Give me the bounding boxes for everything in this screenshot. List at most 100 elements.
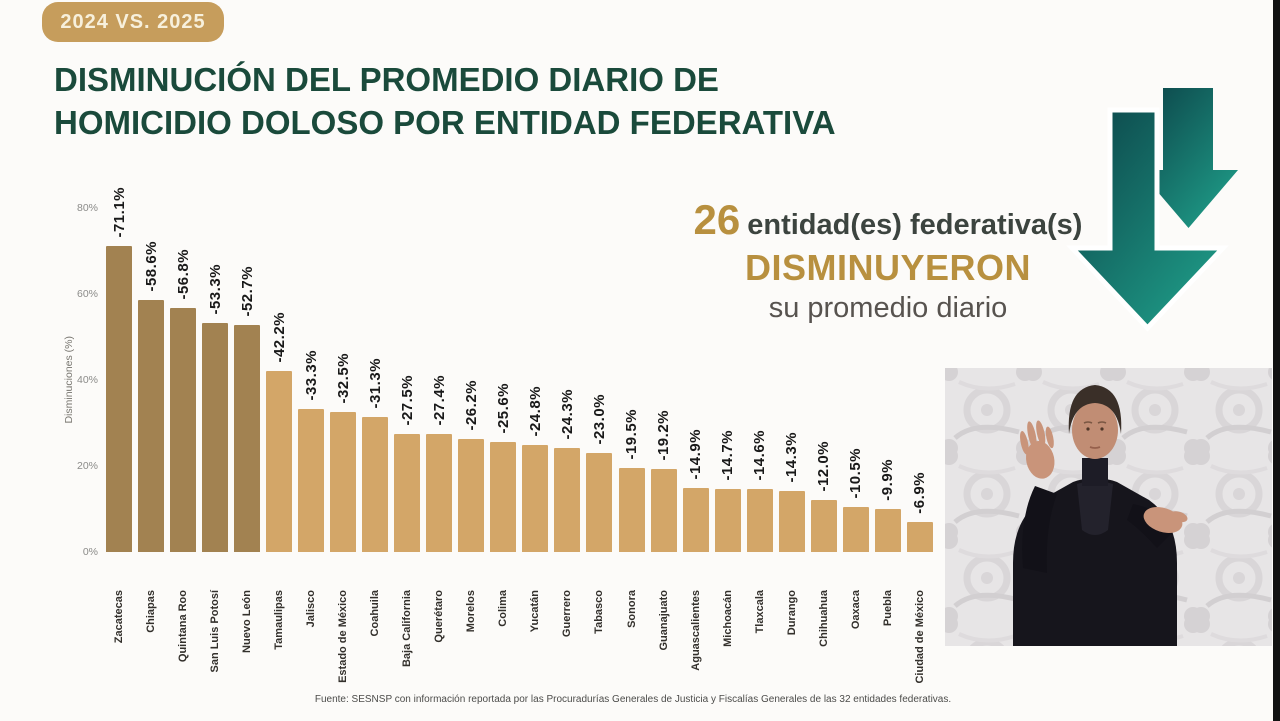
bar-value-label: -56.8% [174,249,192,300]
y-tick-label: 40% [76,374,98,386]
x-tick-label: Guerrero [561,590,574,638]
bar-value-label: -58.6% [142,241,160,292]
face [1072,401,1118,459]
x-tick-label: Colima [497,590,510,627]
bar-group: -24.8% Yucatán [522,208,549,632]
highlight-tail: su promedio diario [768,292,1008,324]
source-footnote: Fuente: SESNSP con información reportada… [314,694,952,705]
bar-group: -56.8% Quintana Roo [170,208,197,662]
bar-value-label: -14.9% [687,429,705,480]
x-tick-label: Michoacán [721,590,734,647]
bar [458,439,485,552]
y-tick-label: 60% [76,288,98,300]
bar-group: -14.3% Durango [778,208,805,635]
bar [554,448,581,552]
bar [394,434,421,552]
highlight-line-entities: 26 entidad(es) federativa(s) [688,196,1088,244]
bar [106,246,132,552]
bar-value-label: -19.5% [623,409,640,460]
x-tick-label: Jalisco [305,590,318,628]
bar-group: -52.7% Nuevo León [234,208,261,653]
bar [298,409,325,552]
eyebrow-right [1097,421,1107,424]
bar-value-label: -25.6% [494,383,512,434]
bar-group: -33.3% Jalisco [298,208,325,627]
highlight-count: 26 [693,196,741,243]
bar-group: -23.0% Tabasco [586,208,613,634]
hair [1068,385,1122,434]
x-tick-label: Morelos [465,590,478,633]
bar [810,500,837,552]
bar-value-label: -19.2% [655,410,673,461]
bar-value-label: -9.9% [879,459,897,501]
bar [714,489,741,552]
bar-group: -32.5% Estado de México [330,208,357,683]
bar [586,453,613,552]
bar [874,509,901,552]
x-tick-label: Tabasco [593,590,606,634]
bar-value-label: -71.1% [110,187,128,238]
bar-value-label: -31.3% [366,358,384,409]
x-tick-label: Oaxaca [849,590,862,630]
eyebrow-left [1083,421,1093,424]
bar-value-label: -53.3% [206,264,224,315]
bar-group: -27.4% Querétaro [426,208,453,643]
front-down-arrow-icon [1066,107,1229,332]
x-tick-label: Yucatán [529,590,542,633]
y-tick-label: 80% [76,202,98,214]
bar-group: -14.9% Aguascalientes [682,208,709,671]
bar-value-label: -24.8% [526,386,544,437]
bar-group: -9.9% Puebla [874,208,901,626]
bar-group: -19.5% Sonora [618,208,645,628]
y-tick-label: 20% [76,460,98,472]
bar-value-label: -26.2% [462,380,480,431]
bar-value-label: -52.7% [238,266,256,317]
bar-value-label: -6.9% [911,472,929,514]
bar-group: -42.2% Tamaulipas [266,208,293,650]
bar [138,300,165,552]
bar [522,445,549,552]
bar-group: -71.1% Zacatecas [106,187,132,643]
x-tick-label: Baja California [401,590,414,668]
x-tick-label: Tamaulipas [273,590,286,650]
bar-group: -25.6% Colima [490,208,517,627]
bar-value-label: -10.5% [847,448,865,499]
x-tick-label: Quintana Roo [177,590,190,663]
bar-group: -53.3% San Luis Potosí [202,208,229,673]
bar-value-label: -27.4% [430,375,448,426]
bar-group: -14.6% Tlaxcala [746,208,773,633]
bar [682,488,709,552]
x-tick-label: San Luis Potosí [209,590,222,673]
title-line-2: HOMICIDIO DOLOSO POR ENTIDAD FEDERATIVA [54,104,836,141]
bar-value-label: -27.5% [398,375,416,426]
bar-group: -26.2% Morelos [458,208,485,632]
bar [746,489,773,552]
bar-group: -24.3% Guerrero [554,208,581,637]
y-axis: 0% 20% 40% 60% 80% [56,202,98,558]
bar-value-label: -12.0% [815,441,833,492]
x-tick-label: Zacatecas [113,590,125,644]
bar-group: -31.3% Coahuila [362,208,389,636]
bar-value-label: -42.2% [270,312,288,363]
bar-chart: -71.1% Zacatecas -58.6% Chiapas -56.8% Quinta… [106,187,933,684]
mouth [1089,446,1101,449]
bar [842,507,869,552]
bar [426,434,453,552]
raised-hand [1020,420,1055,479]
x-tick-label: Ciudad de México [913,590,926,684]
bar-group: -58.6% Chiapas [138,208,165,633]
slide-title: DISMINUCIÓN DEL PROMEDIO DIARIO DE HOMIC… [54,58,836,144]
bar-value-label: -24.3% [558,389,576,440]
x-tick-label: Aguascalientes [689,590,702,671]
x-tick-label: Nuevo León [241,590,254,653]
bar [362,417,389,552]
bar-group: -6.9% Ciudad de México [906,208,933,684]
bar-group: -19.2% Guanajuato [650,208,677,651]
left-hand [1143,507,1188,533]
x-tick-label: Guanajuato [657,590,670,651]
sign-language-interpreter-video [945,368,1272,646]
x-tick-label: Coahuila [369,590,382,637]
highlight-entities-text: entidad(es) federativa(s) [747,209,1083,241]
bar-group: -10.5% Oaxaca [842,208,869,629]
